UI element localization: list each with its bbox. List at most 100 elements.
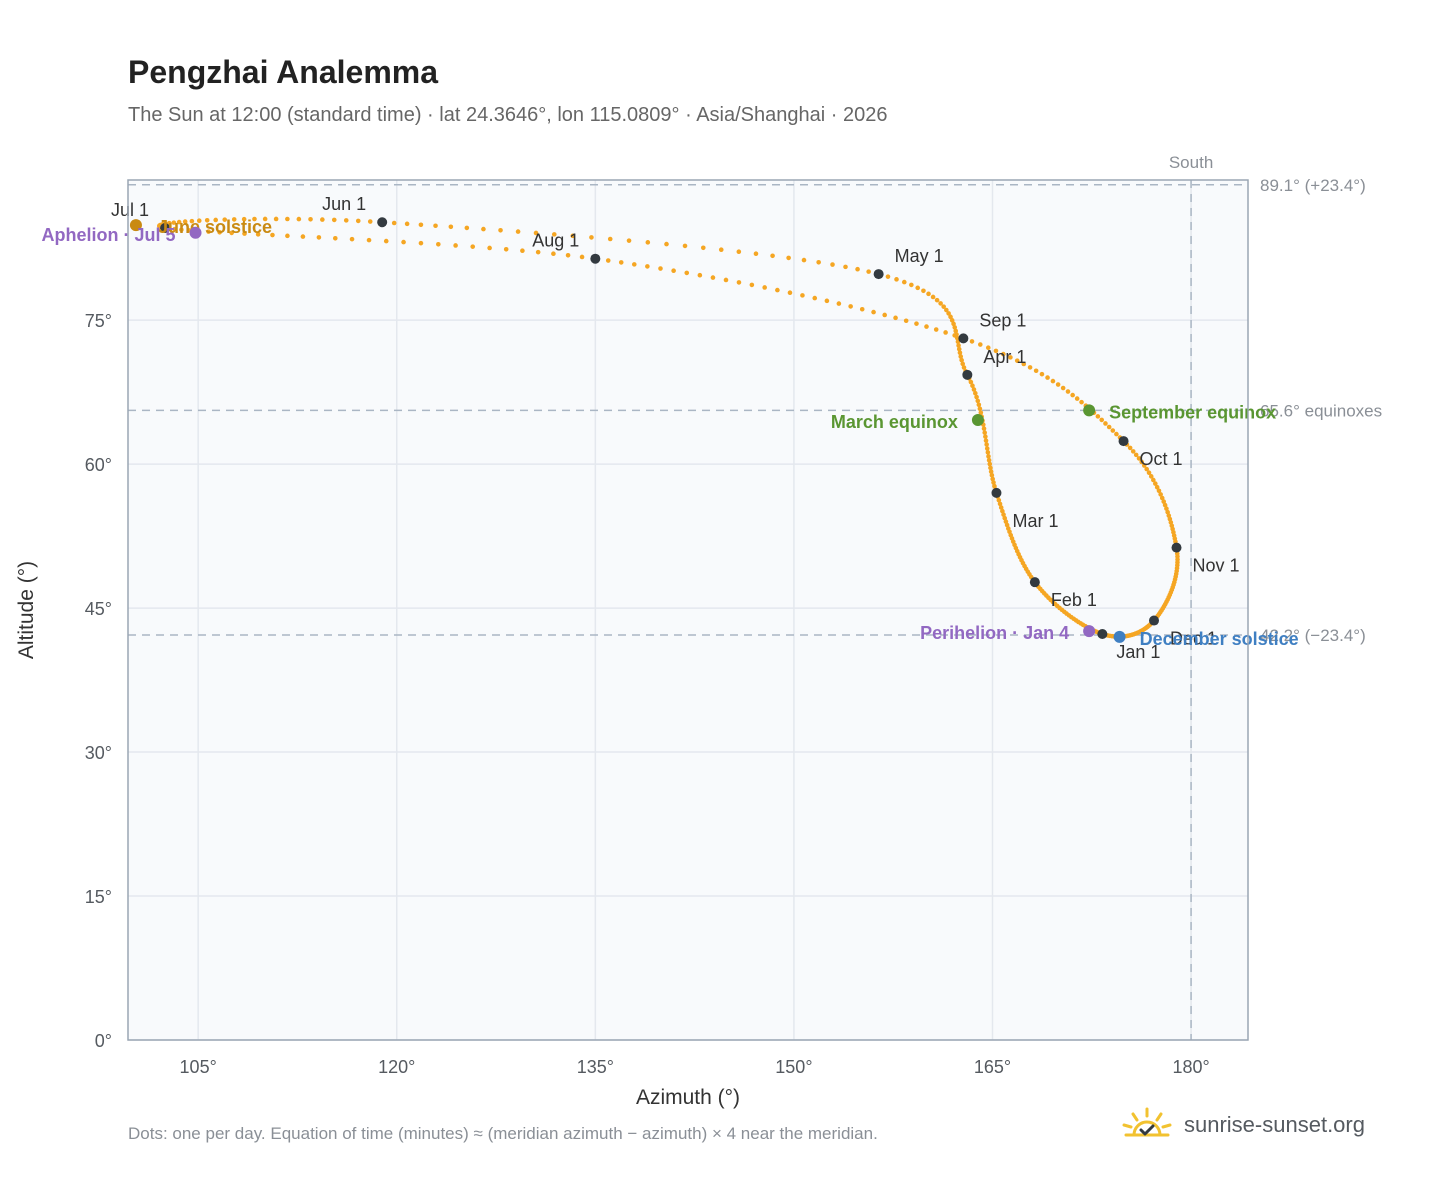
- day-dot: [901, 279, 907, 285]
- day-dot: [196, 218, 202, 223]
- day-dot: [332, 235, 338, 241]
- day-dot: [723, 277, 729, 283]
- month-marker: [1118, 436, 1129, 447]
- event-marker: [129, 219, 142, 232]
- day-dot: [996, 497, 1002, 503]
- day-dot: [418, 222, 424, 228]
- month-label: Jul 1: [111, 200, 149, 220]
- month-label: Jan 1: [1116, 642, 1160, 662]
- day-dot: [418, 240, 424, 246]
- event-label: June solstice: [158, 217, 272, 237]
- day-dot: [645, 264, 650, 269]
- day-dot: [949, 318, 955, 323]
- day-dot: [736, 249, 742, 254]
- day-dot: [978, 410, 984, 415]
- day-dot: [285, 233, 290, 239]
- x-tick-label: 105°: [180, 1057, 217, 1077]
- day-dot: [956, 346, 962, 352]
- day-dot: [961, 365, 967, 370]
- day-dot: [988, 469, 994, 474]
- month-label: Sep 1: [979, 310, 1026, 330]
- day-dot: [956, 343, 961, 348]
- day-dot: [970, 383, 975, 389]
- day-dot: [285, 216, 290, 222]
- day-dot: [605, 258, 611, 263]
- day-dot: [1079, 399, 1084, 405]
- day-dot: [952, 325, 958, 330]
- day-dot: [1133, 452, 1139, 458]
- month-markers: Jan 1 Feb 1 Mar 1 Apr 1 May 1 Jun 1 Jul 1 Aug 1…: [111, 194, 1240, 662]
- day-dot: [700, 245, 706, 251]
- day-dot: [570, 233, 576, 239]
- day-dot: [172, 226, 177, 232]
- day-dot: [231, 217, 237, 222]
- min-altitude-label: 42.2° (−23.4°): [1260, 626, 1366, 645]
- x-axis-label: Azimuth (°): [636, 1086, 740, 1109]
- day-dot: [762, 285, 767, 290]
- day-dot: [984, 446, 990, 451]
- event-label: Perihelion · Jan 4: [920, 623, 1069, 643]
- day-dot: [470, 244, 476, 249]
- month-marker: [1171, 542, 1182, 553]
- x-tick-label: 135°: [577, 1057, 614, 1077]
- day-dot: [255, 232, 261, 237]
- day-dot: [535, 249, 541, 255]
- day-dot: [991, 480, 996, 485]
- day-dot: [1144, 466, 1150, 472]
- day-dot: [909, 282, 914, 288]
- day-dot: [182, 219, 188, 224]
- day-dot: [684, 270, 690, 276]
- day-dot: [589, 235, 594, 240]
- y-axis-label: Altitude (°): [15, 561, 38, 659]
- day-dot: [983, 438, 989, 443]
- day-dot: [1001, 512, 1006, 517]
- day-dot: [1154, 484, 1160, 490]
- y-tick-label: 75°: [85, 311, 112, 331]
- day-dot: [270, 232, 275, 238]
- day-dot: [885, 274, 891, 279]
- max-altitude-label: 89.1° (+23.4°): [1260, 176, 1366, 195]
- day-dot: [736, 280, 742, 285]
- south-label: South: [1169, 153, 1213, 172]
- day-dot: [503, 247, 509, 252]
- day-dot: [848, 304, 853, 309]
- day-dot: [710, 275, 716, 280]
- day-dot: [1164, 506, 1169, 511]
- event-marker: [1083, 404, 1096, 417]
- day-dot: [1055, 382, 1061, 387]
- y-tick-label: 45°: [85, 599, 112, 619]
- day-dot: [915, 285, 921, 291]
- day-dot: [816, 259, 821, 265]
- day-dot: [958, 354, 964, 359]
- day-dot: [1001, 351, 1006, 357]
- day-dot: [836, 301, 842, 306]
- footnote: Dots: one per day. Equation of time (min…: [128, 1124, 878, 1143]
- day-dot: [448, 224, 454, 230]
- event-label: September equinox: [1109, 402, 1276, 422]
- day-dot: [989, 473, 995, 478]
- day-dot: [565, 252, 571, 258]
- day-dot: [262, 216, 268, 222]
- day-dot: [921, 288, 926, 294]
- brand-logo[interactable]: sunrise-sunset.org: [1120, 1100, 1365, 1150]
- day-dot: [984, 442, 989, 447]
- day-dot: [1014, 358, 1020, 363]
- day-dot: [998, 505, 1004, 510]
- x-tick-label: 150°: [775, 1057, 812, 1077]
- day-dot: [343, 218, 349, 223]
- day-dot: [1130, 449, 1136, 454]
- day-dot: [1156, 488, 1162, 494]
- day-dot: [331, 217, 337, 223]
- day-dot: [957, 350, 963, 356]
- day-dot: [934, 297, 940, 303]
- day-dot: [433, 223, 438, 229]
- month-marker: [991, 487, 1002, 498]
- day-dot: [1165, 509, 1170, 515]
- day-dot: [982, 430, 988, 435]
- day-dot: [941, 304, 946, 309]
- day-dot: [943, 330, 948, 335]
- day-dot: [1070, 392, 1075, 398]
- day-dot: [977, 406, 983, 412]
- day-dot: [986, 457, 992, 463]
- day-dot: [914, 321, 919, 326]
